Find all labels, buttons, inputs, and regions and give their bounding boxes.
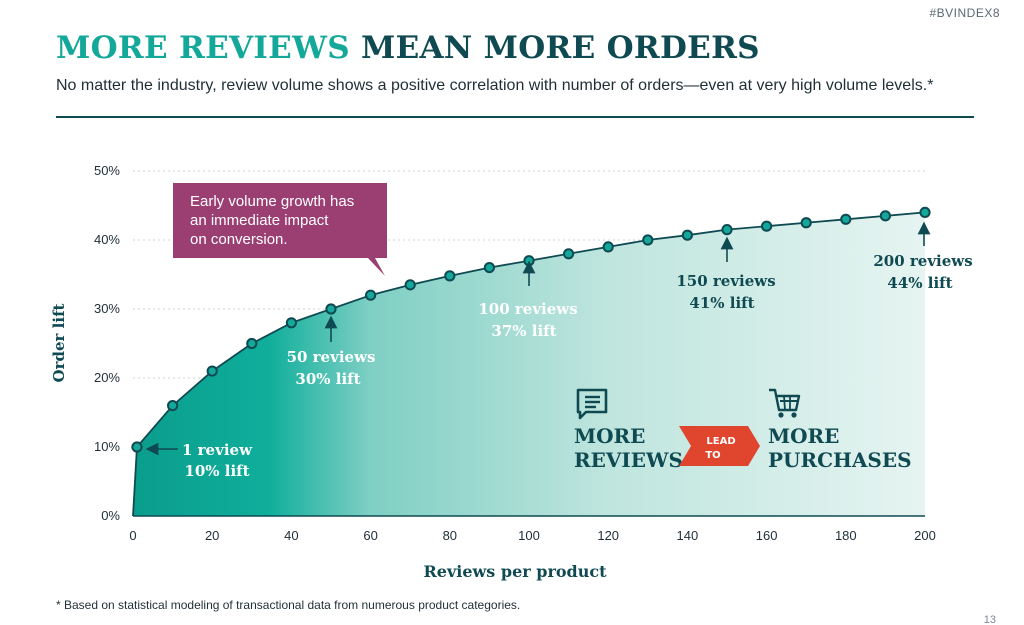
data-point [681, 229, 694, 241]
data-point [919, 206, 931, 218]
x-tick-label: 140 [677, 528, 699, 543]
x-tick-label: 160 [756, 528, 778, 543]
shopping-cart-icon [769, 388, 801, 418]
x-axis-label: Reviews per product [424, 562, 608, 581]
callout-line-3: on conversion. [190, 231, 288, 248]
annotation-1: 1 review 10% lift [145, 441, 253, 480]
report-tag: #BVINDEX8 [929, 6, 1000, 20]
data-point [602, 241, 614, 253]
speech-bubble-icon [576, 388, 608, 420]
promo-left-line1: MORE [574, 424, 645, 448]
x-tick-label: 0 [129, 528, 136, 543]
badge-line1: LEAD [706, 436, 735, 447]
data-point [285, 317, 297, 329]
data-point [840, 213, 852, 225]
x-tick-label: 60 [363, 528, 377, 543]
data-points [131, 206, 931, 453]
callout-line-2: an immediate impact [190, 212, 329, 229]
data-point [523, 255, 535, 267]
annotation-100: 100 reviews 37% lift [478, 260, 578, 340]
callout-box [173, 183, 387, 276]
data-point [365, 289, 377, 301]
annotation-1-line1: 1 review [182, 441, 253, 459]
x-tick-label: 120 [597, 528, 619, 543]
annotation-50-line1: 50 reviews [287, 348, 376, 366]
data-point [325, 303, 337, 315]
data-point [642, 234, 654, 246]
data-point [800, 217, 812, 229]
annotation-150-line1: 150 reviews [676, 272, 775, 290]
annotation-200-line1: 200 reviews [873, 252, 972, 270]
page-number: 13 [983, 614, 996, 625]
data-point [167, 400, 179, 412]
annotation-100-line2: 37% lift [491, 322, 556, 340]
data-point [404, 279, 416, 291]
data-point [879, 210, 892, 222]
y-tick-label: 20% [94, 370, 120, 385]
series-line [132, 211, 926, 517]
promo-left-line2: REVIEWS [574, 448, 683, 472]
data-point [563, 248, 575, 260]
annotation-150-line2: 41% lift [689, 294, 754, 312]
y-tick-label: 40% [94, 232, 120, 247]
x-tick-label: 100 [518, 528, 540, 543]
x-tick-label: 40 [284, 528, 298, 543]
title-highlight: MORE REVIEWS [56, 30, 350, 66]
page-title: MORE REVIEWS MEAN MORE ORDERS [56, 30, 760, 66]
badge-line2: TO [705, 450, 720, 461]
annotation-200: 200 reviews 44% lift [873, 221, 973, 292]
promo-block: MORE REVIEWS LEAD TO MORE PURCHASES [574, 388, 912, 472]
data-point [206, 365, 218, 377]
y-tick-label: 30% [94, 301, 120, 316]
y-axis-label: Order lift [50, 303, 68, 382]
header-divider [56, 116, 974, 118]
page-subtitle: No matter the industry, review volume sh… [56, 77, 934, 94]
x-tick-label: 80 [443, 528, 457, 543]
annotation-1-line2: 10% lift [184, 462, 249, 480]
x-tick-label: 180 [835, 528, 857, 543]
tick-labels: 0% 10% 20% 30% 40% 50% 0 20 40 60 80 100 120 140 160 18… [94, 163, 936, 543]
annotation-150: 150 reviews 41% lift [676, 236, 776, 312]
y-tick-label: 50% [94, 163, 120, 178]
annotation-200-line2: 44% lift [887, 274, 952, 292]
y-tick-label: 0% [101, 508, 120, 523]
annotation-50-line2: 30% lift [295, 370, 360, 388]
promo-right-line1: MORE [768, 424, 839, 448]
data-point [761, 220, 773, 232]
callout: Early volume growth has an immediate imp… [173, 183, 387, 276]
x-tick-label: 20 [205, 528, 219, 543]
data-point [721, 224, 733, 236]
promo-right-line2: PURCHASES [768, 448, 912, 472]
x-tick-label: 200 [914, 528, 936, 543]
data-point [131, 441, 143, 453]
lead-to-badge [679, 426, 760, 466]
data-point [246, 337, 258, 350]
callout-line-1: Early volume growth has [190, 193, 354, 210]
data-point [444, 270, 456, 282]
annotation-100-line1: 100 reviews [478, 300, 577, 318]
y-tick-label: 10% [94, 439, 120, 454]
data-point [483, 262, 495, 274]
order-lift-chart: 0% 10% 20% 30% 40% 50% 0 20 40 60 80 100 120 140 160 18… [50, 163, 973, 581]
footnote: * Based on statistical modeling of trans… [56, 598, 521, 612]
title-rest: MEAN MORE ORDERS [349, 30, 760, 66]
annotation-50: 50 reviews 30% lift [287, 315, 376, 388]
